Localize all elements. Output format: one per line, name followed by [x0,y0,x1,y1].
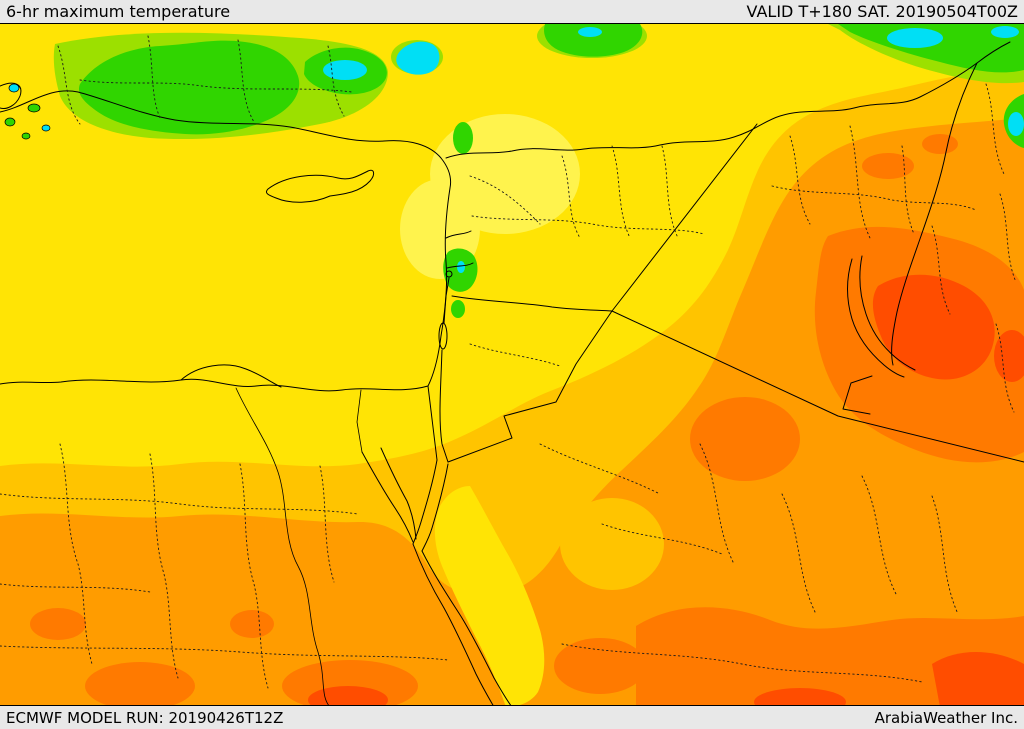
band-red-orange [308,274,1024,705]
admin-borders [0,35,1017,689]
yellow-island-red-sea [435,486,545,705]
gold-island-patch [560,498,664,590]
coastlines [0,82,916,705]
footer-bar: ECMWF MODEL RUN: 20190426T12Z ArabiaWeat… [0,706,1024,729]
header-bar: 6-hr maximum temperature VALID T+180 SAT… [0,0,1024,23]
map-title: 6-hr maximum temperature [6,2,231,21]
rivers [235,387,363,705]
band-orange [0,118,1024,705]
country-borders [427,41,1024,463]
brand-label: ArabiaWeather Inc. [874,708,1018,727]
valid-time-label: VALID T+180 SAT. 20190504T00Z [746,2,1018,21]
cyan-patches [8,26,1024,273]
temperature-map [0,24,1024,705]
map-area [0,23,1024,706]
model-run-label: ECMWF MODEL RUN: 20190426T12Z [6,708,284,727]
